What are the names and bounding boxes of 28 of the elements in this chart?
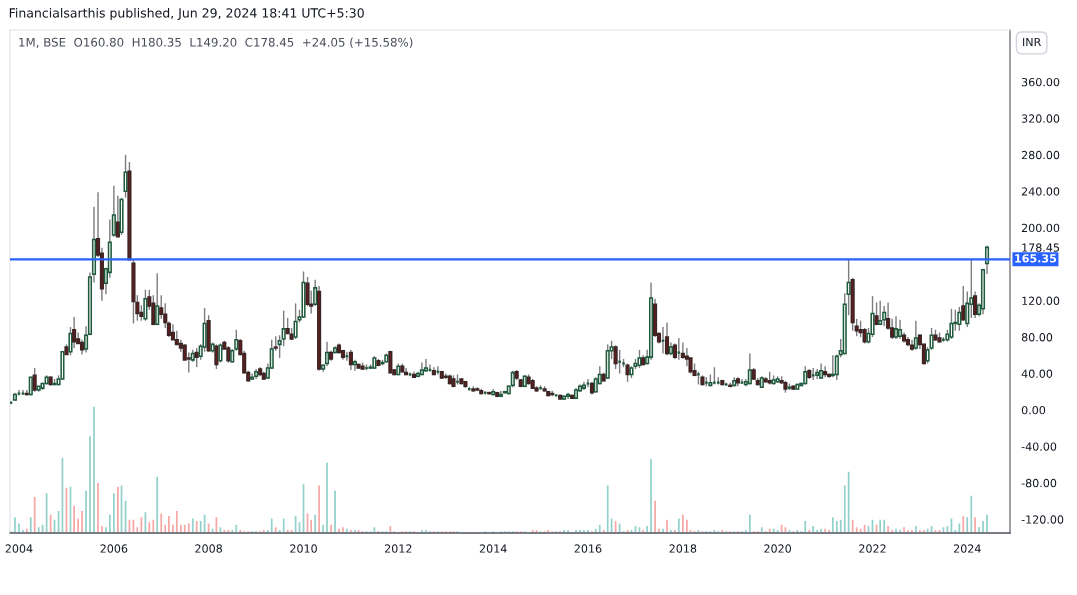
y-tick-label: -80.00 xyxy=(1021,478,1057,488)
x-tick-label: 2018 xyxy=(669,544,697,553)
y-tick-label: 80.00 xyxy=(1021,333,1053,342)
y-tick-label: -120.00 xyxy=(1021,515,1064,524)
y-tick-label: 200.00 xyxy=(1021,223,1060,233)
text: INR xyxy=(1023,37,1041,46)
x-tick-label: 2024 xyxy=(953,544,981,553)
x-tick-label: 2016 xyxy=(574,544,602,553)
y-tick-label: 120.00 xyxy=(1022,296,1060,306)
y-tick-label: -40.00 xyxy=(1021,442,1057,451)
chart-title: Financialsarthis published, Jun 29, 2024 18:41 UTC+5:30 xyxy=(9,7,364,21)
y-tick-label: 320.00 xyxy=(1021,114,1060,123)
y-tick-label: 40.00 xyxy=(1021,369,1053,378)
ref-line-label: 165.35 xyxy=(1015,254,1057,263)
y-tick-label: 360.00 xyxy=(1021,77,1060,87)
y-tick-label: 240.00 xyxy=(1021,187,1060,196)
x-tick-label: 2006 xyxy=(100,544,128,553)
x-tick-label: 2014 xyxy=(479,544,507,553)
x-tick-label: 2020 xyxy=(764,544,792,553)
x-tick-label: 2022 xyxy=(859,544,886,553)
x-tick-label: 2012 xyxy=(384,544,412,553)
text: 1M, BSE O160.80 H180.35 L149.20 C178.45 +24.05 (+15.58%) xyxy=(19,37,413,49)
y-tick-label: 0.00 xyxy=(1021,405,1046,415)
x-tick-label: 2008 xyxy=(195,544,222,553)
x-tick-label: 2004 xyxy=(5,544,33,553)
x-tick-label: 2010 xyxy=(290,544,317,553)
y-tick-label: 280.00 xyxy=(1021,150,1060,160)
y-tick-label: 178.45 xyxy=(1022,243,1060,252)
